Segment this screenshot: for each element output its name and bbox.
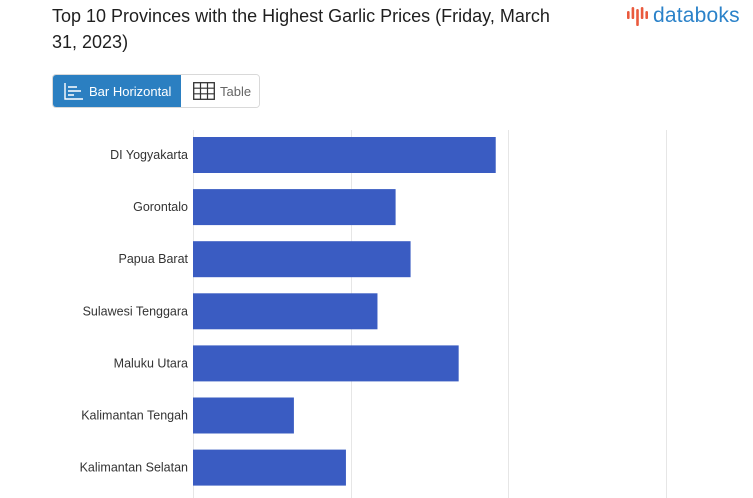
bar-horizontal-button[interactable]: Bar Horizontal (53, 75, 181, 107)
bar-sulawesi-tenggara[interactable] (193, 293, 378, 330)
bar-di-yogyakarta[interactable] (193, 137, 496, 173)
bar-gorontalo[interactable] (193, 189, 396, 226)
bar-papua-barat[interactable] (193, 241, 411, 278)
bar-chart: DI Yogyakarta Gorontalo Papua Barat Sulawes… (80, 130, 667, 498)
table-icon (193, 82, 215, 100)
databoks-logo[interactable]: databoks (626, 3, 740, 29)
bar-chart-icon (64, 83, 83, 100)
category-label: Papua Barat (119, 252, 189, 266)
logo-text: databoks (653, 4, 740, 27)
bar-kalimantan-selatan[interactable] (193, 449, 346, 486)
view-toggle: Bar Horizontal Table (52, 74, 260, 108)
category-label: Kalimantan Tengah (81, 409, 188, 423)
category-label: Gorontalo (133, 200, 188, 214)
table-label: Table (220, 83, 252, 99)
table-button[interactable]: Table (181, 75, 259, 107)
bar-kalimantan-tengah[interactable] (193, 397, 294, 434)
category-label: Kalimantan Selatan (80, 461, 188, 475)
category-label: Sulawesi Tenggara (83, 304, 188, 318)
category-label: DI Yogyakarta (110, 148, 188, 162)
bar-horizontal-label: Bar Horizontal (89, 83, 172, 99)
logo-bars-icon (627, 7, 648, 26)
bar-maluku-utara[interactable] (193, 345, 459, 382)
chart-bars (193, 137, 496, 486)
category-label: Maluku Utara (114, 356, 188, 370)
chart-title: Top 10 Provinces with the Highest Garlic… (52, 6, 550, 52)
chart-category-labels: DI Yogyakarta Gorontalo Papua Barat Sulawes… (80, 148, 189, 475)
